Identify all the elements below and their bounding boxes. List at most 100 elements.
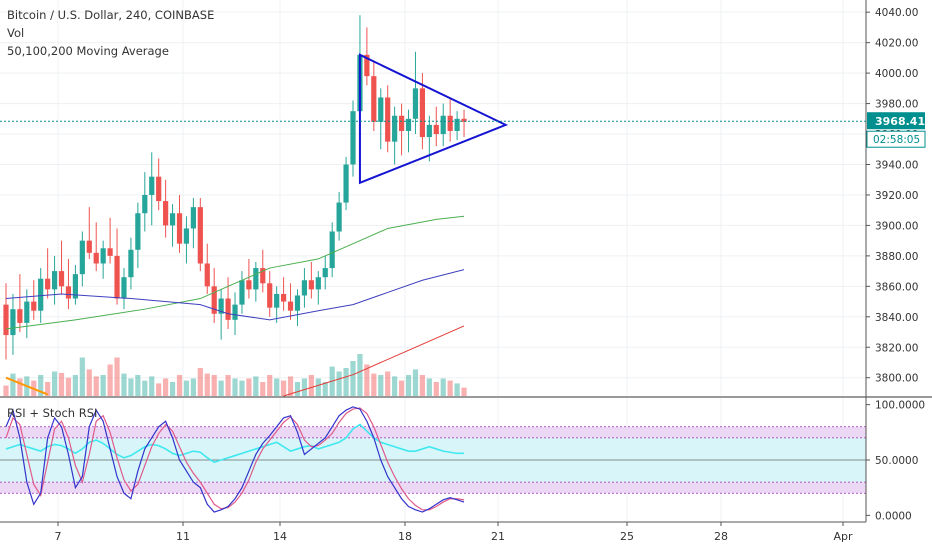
volume-bar xyxy=(419,375,425,396)
candle-body xyxy=(10,309,16,336)
candle-body xyxy=(308,280,314,290)
candle-body xyxy=(364,54,370,77)
candle-body xyxy=(433,124,439,135)
volume-bars xyxy=(3,354,467,396)
candle-body xyxy=(197,207,203,264)
volume-bar xyxy=(287,376,294,396)
candle-body xyxy=(79,240,85,275)
volume-bar xyxy=(322,382,328,396)
candle-body xyxy=(121,277,127,299)
candle-body xyxy=(419,88,425,138)
rsi-tick-label: 0.0000 xyxy=(875,510,912,522)
candle-body xyxy=(17,309,23,323)
time-tick-label: 7 xyxy=(55,530,62,543)
volume-bar xyxy=(440,378,446,396)
rsi-tick-label: 50.0000 xyxy=(875,455,918,467)
candle-body xyxy=(405,118,412,131)
candle-body xyxy=(149,176,155,195)
time-tick-label: 28 xyxy=(714,530,728,543)
volume-bar xyxy=(121,373,127,396)
candle-body xyxy=(65,286,72,299)
candle-body xyxy=(190,207,196,229)
volume-bar xyxy=(65,377,72,396)
candle-body xyxy=(378,97,384,122)
volume-bar xyxy=(378,375,384,396)
candle-body xyxy=(315,277,321,290)
volume-bar xyxy=(149,376,155,396)
volume-bar xyxy=(426,378,432,396)
candle-body xyxy=(114,255,120,299)
candle-body xyxy=(24,301,30,323)
last-price-tag: 3968.41 xyxy=(875,115,925,128)
time-tick-label: 21 xyxy=(491,530,505,543)
time-tick-label: 14 xyxy=(273,530,287,543)
symmetrical-triangle xyxy=(358,53,509,185)
candle-body xyxy=(211,286,217,314)
volume-bar xyxy=(183,380,190,396)
volume-bar xyxy=(454,383,460,396)
time-tick-label: 25 xyxy=(620,530,634,543)
last-price-tag-bg xyxy=(867,112,925,130)
candle-body xyxy=(274,293,280,308)
triangle-pattern xyxy=(358,53,509,185)
candle-body xyxy=(239,280,245,305)
volume-bar xyxy=(274,378,280,396)
volume-bar xyxy=(294,382,301,396)
volume-bar xyxy=(93,376,99,396)
volume-bar xyxy=(405,375,412,396)
volume-bar xyxy=(79,357,85,396)
moving-averages xyxy=(5,215,465,397)
price-tick-label: 3940.00 xyxy=(875,159,918,171)
price-tick-label: 3880.00 xyxy=(875,251,918,263)
candle-body xyxy=(392,115,398,142)
candle-body xyxy=(260,268,266,284)
volume-bar xyxy=(142,380,148,396)
ma-legend: 50,100,200 Moving Average xyxy=(7,44,169,58)
countdown-tag: 02:58:05 xyxy=(873,134,920,146)
candle-body xyxy=(440,115,446,135)
candle-body xyxy=(371,76,377,122)
volume-bar xyxy=(447,380,453,396)
ma200-line xyxy=(283,325,465,397)
candle-body xyxy=(454,118,460,131)
volume-bar xyxy=(38,375,44,396)
volume-bar xyxy=(281,380,287,396)
candle-body xyxy=(128,249,134,278)
candle-body xyxy=(294,295,301,311)
volume-bar xyxy=(197,368,203,396)
candle-body xyxy=(336,202,342,232)
candle-body xyxy=(183,228,190,244)
chart-title: Bitcoin / U.S. Dollar, 240, COINBASE xyxy=(7,8,215,22)
overbought-zone xyxy=(0,426,866,438)
volume-bar xyxy=(190,378,196,396)
ma50-line xyxy=(5,215,465,330)
volume-bar xyxy=(260,382,266,396)
candle-body xyxy=(267,283,273,308)
volume-bar xyxy=(176,375,183,396)
candle-body xyxy=(100,248,106,264)
candle-body xyxy=(51,271,58,290)
volume-bar xyxy=(336,371,342,396)
volume-bar xyxy=(3,385,9,396)
candle-body xyxy=(343,164,349,203)
candle-body xyxy=(156,176,162,202)
volume-bar xyxy=(364,364,370,396)
volume-bar xyxy=(211,375,217,396)
oscillator-lines xyxy=(5,406,465,513)
volume-bar xyxy=(51,371,58,396)
volume-bar xyxy=(246,378,252,396)
ma-orange-line xyxy=(5,376,49,396)
ma100-line xyxy=(5,269,465,321)
volume-bar xyxy=(371,373,377,396)
volume-bar xyxy=(267,375,273,396)
price-tick-label: 3860.00 xyxy=(875,281,918,293)
candle-body xyxy=(72,274,78,299)
volume-bar xyxy=(433,382,439,396)
candle-body xyxy=(38,278,44,311)
volume-bar xyxy=(398,380,405,396)
volume-bar xyxy=(308,375,314,396)
volume-bar xyxy=(107,364,113,396)
rsi-bands xyxy=(0,426,866,494)
volume-bar xyxy=(156,383,162,396)
